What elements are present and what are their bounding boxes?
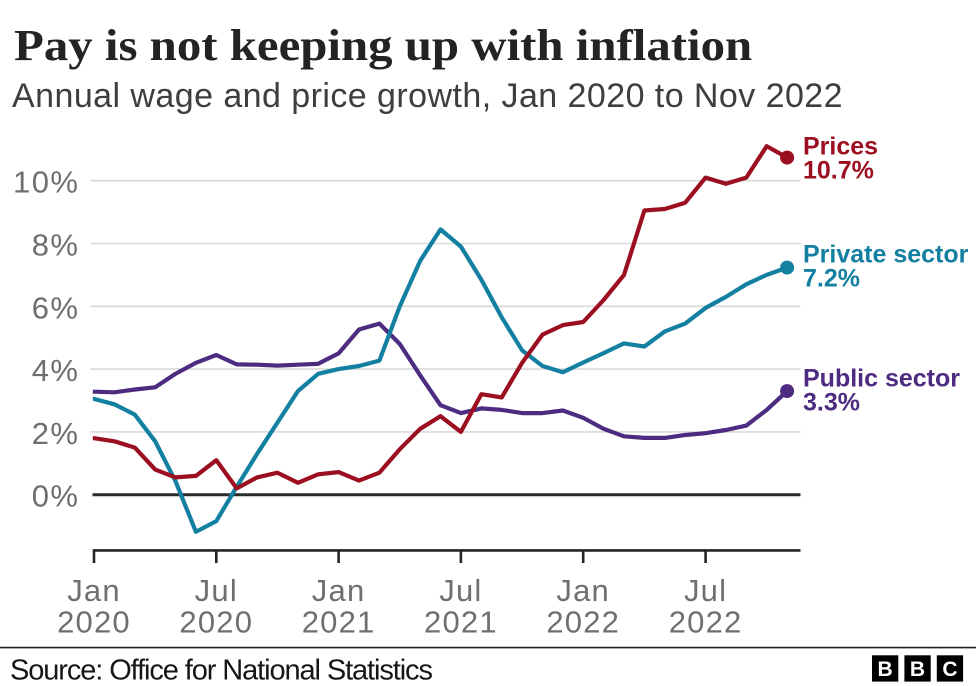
svg-text:2020: 2020 xyxy=(179,604,253,639)
svg-text:2022: 2022 xyxy=(546,604,620,639)
svg-text:2%: 2% xyxy=(32,416,80,451)
svg-text:10.7%: 10.7% xyxy=(803,157,874,185)
svg-text:C: C xyxy=(942,658,957,681)
svg-text:2020: 2020 xyxy=(57,604,131,639)
svg-text:Jul: Jul xyxy=(684,573,727,608)
svg-text:8%: 8% xyxy=(32,228,80,263)
svg-text:Prices: Prices xyxy=(803,133,878,161)
svg-text:Jan: Jan xyxy=(67,573,121,608)
svg-text:7.2%: 7.2% xyxy=(803,265,860,293)
svg-text:Jan: Jan xyxy=(312,573,366,608)
svg-text:B: B xyxy=(910,658,925,681)
svg-text:3.3%: 3.3% xyxy=(803,389,860,417)
svg-text:Jul: Jul xyxy=(439,573,482,608)
svg-text:10%: 10% xyxy=(13,165,80,200)
svg-text:Private sector: Private sector xyxy=(803,241,969,269)
svg-text:6%: 6% xyxy=(32,290,80,325)
svg-text:0%: 0% xyxy=(32,479,80,514)
svg-text:Jul: Jul xyxy=(195,573,238,608)
svg-text:2021: 2021 xyxy=(424,604,498,639)
svg-text:2022: 2022 xyxy=(669,604,743,639)
svg-text:Jan: Jan xyxy=(556,573,610,608)
svg-text:2021: 2021 xyxy=(302,604,376,639)
svg-text:Source: Office for National St: Source: Office for National Statistics xyxy=(10,655,432,686)
svg-text:B: B xyxy=(878,658,893,681)
svg-text:4%: 4% xyxy=(32,353,80,388)
svg-text:Public sector: Public sector xyxy=(803,365,960,393)
